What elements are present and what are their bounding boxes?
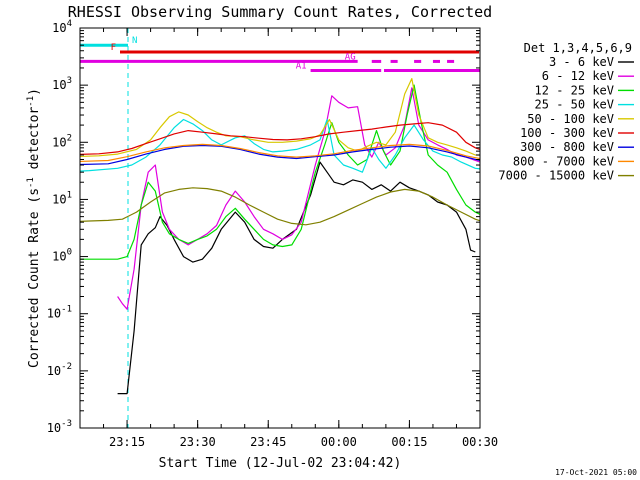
series-line-7 [80, 144, 480, 166]
flag-label-n: N [132, 36, 137, 46]
series-line-6 [80, 122, 480, 156]
observing-flag-bars [80, 43, 480, 73]
legend-header: Det 1,3,4,5,6,9 [524, 41, 632, 55]
y-axis-label: Corrected Count Rate (s-1 detector-1) [26, 88, 42, 368]
legend-label: 800 - 7000 keV [513, 154, 614, 168]
flag-label-a1: A1 [296, 62, 307, 72]
x-axis-label: Start Time (12-Jul-02 23:04:42) [159, 456, 402, 471]
x-tick-label: 00:30 [462, 435, 498, 449]
flag-label-ag: AG [345, 52, 356, 62]
y-tick-label: 104 [52, 19, 72, 35]
legend-label: 12 - 25 keV [535, 83, 614, 97]
series-line-4 [80, 118, 480, 173]
legend-label: 25 - 50 keV [535, 98, 614, 112]
x-tick-label: 00:00 [321, 435, 357, 449]
legend-label: 50 - 100 keV [527, 112, 614, 126]
y-tick-label: 102 [52, 133, 72, 149]
legend-label: 100 - 300 keV [520, 126, 614, 140]
y-tick-label: 101 [52, 190, 72, 206]
y-tick-label: 10-1 [47, 305, 72, 321]
x-tick-label: 23:45 [250, 435, 286, 449]
x-axis: 23:15 23:30 23:45 00:00 00:15 00:30 [79, 28, 498, 449]
legend-label: 7000 - 15000 keV [498, 169, 614, 183]
series-lines [80, 77, 480, 395]
chart-title: RHESSI Observing Summary Count Rates, Co… [68, 3, 492, 21]
plot-frame [79, 27, 481, 429]
legend-label: 300 - 800 keV [520, 140, 614, 154]
y-tick-label: 100 [52, 248, 72, 264]
y-axis: 10-3 10-2 10-1 100 101 102 103 104 [47, 19, 480, 435]
series-line-2 [117, 87, 480, 310]
flag-label-f: F [111, 43, 116, 53]
legend-label: 3 - 6 keV [549, 55, 614, 69]
x-tick-label: 23:15 [109, 435, 145, 449]
saa-lines [127, 28, 480, 428]
y-tick-label: 10-3 [47, 419, 72, 435]
footer-date: 17-Oct-2021 05:00 [555, 468, 637, 477]
series-line-8 [80, 143, 480, 163]
y-tick-label: 10-2 [47, 362, 72, 378]
series-line-9 [80, 187, 480, 226]
x-tick-label: 23:30 [180, 435, 216, 449]
series-line-1 [117, 161, 476, 395]
series-line-5 [80, 77, 480, 158]
series-line-3 [80, 84, 480, 260]
legend-label: 6 - 12 keV [542, 69, 614, 83]
y-tick-label: 103 [52, 76, 72, 92]
x-tick-label: 00:15 [391, 435, 427, 449]
